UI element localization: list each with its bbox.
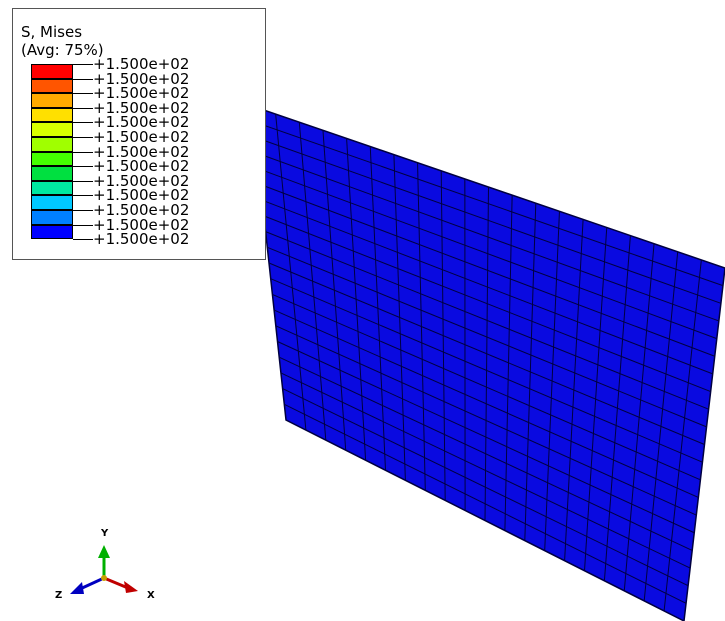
legend-swatch [31, 93, 73, 108]
triad-z-axis [79, 576, 105, 591]
mesh-line-horizontal [265, 231, 709, 410]
legend-tick [73, 180, 93, 182]
legend-value-label: +1.500e+02 [93, 113, 190, 132]
triad-z-label: Z [55, 590, 63, 601]
legend-value-label: +1.500e+02 [93, 142, 190, 161]
mesh-line-horizontal [262, 199, 713, 375]
legend-tick [73, 210, 93, 211]
mesh-line-horizontal [256, 152, 720, 322]
axis-triad [70, 545, 138, 594]
legend-averaging: (Avg: 75%) [21, 41, 104, 59]
legend-value-label: +1.500e+02 [93, 215, 190, 234]
legend-swatch [31, 224, 73, 240]
legend-swatch [31, 195, 73, 210]
legend-value-label: +1.500e+02 [93, 128, 190, 146]
mesh-line-horizontal [282, 388, 689, 587]
legend-value-label: +1.500e+02 [93, 157, 190, 176]
legend-swatch [31, 151, 73, 167]
triad-y-label: Y [101, 528, 109, 539]
legend-value-label: +1.500e+02 [93, 98, 190, 117]
legend-tick [73, 78, 93, 80]
triad-x-label: X [147, 590, 155, 601]
legend-tick [73, 137, 93, 138]
contour-legend: S, Mises (Avg: 75%) +1.500e+02 +1.500e+02… [12, 8, 266, 260]
triad-x-axis [103, 576, 129, 590]
legend-tick [73, 107, 93, 109]
mesh-line-horizontal [273, 309, 699, 498]
triad-z-arrowhead [70, 582, 84, 594]
legend-title: S, Mises (Avg: 75%) [21, 23, 104, 59]
mesh-line-horizontal [267, 246, 707, 428]
triad-y-arrowhead [98, 545, 110, 558]
legend-tick [73, 122, 93, 124]
mesh-line-horizontal [258, 168, 717, 340]
legend-swatch [31, 210, 73, 225]
legend-swatch [31, 64, 73, 79]
legend-swatch [31, 107, 73, 123]
legend-color-bar [31, 64, 93, 254]
legend-value-label: +1.500e+02 [93, 69, 190, 88]
legend-tick [73, 93, 93, 95]
legend-tick [73, 151, 93, 153]
mesh-line-horizontal [263, 215, 711, 393]
mesh-line-horizontal [253, 121, 724, 287]
triad-x-arrowhead [124, 581, 138, 593]
mesh-line-horizontal [268, 262, 705, 445]
legend-swatch [31, 180, 73, 196]
legend-variable: S, Mises [21, 23, 83, 41]
mesh-line-horizontal [272, 293, 701, 481]
legend-swatch [31, 166, 73, 181]
mesh-line-horizontal [255, 136, 722, 304]
triad-origin [101, 575, 107, 581]
mesh-plate [251, 104, 725, 621]
mesh-line-horizontal [278, 356, 693, 551]
plate-surface [251, 104, 725, 621]
mesh-line-horizontal [284, 403, 687, 604]
legend-swatch [31, 137, 73, 152]
legend-value-label: +1.500e+02 [93, 230, 190, 249]
legend-value-label: +1.500e+02 [93, 55, 190, 73]
legend-tick [73, 239, 93, 241]
mesh-line-horizontal [260, 184, 715, 357]
legend-value-label: +1.500e+02 [93, 84, 190, 103]
legend-swatch [31, 78, 73, 94]
legend-value-label: +1.500e+02 [93, 186, 190, 205]
legend-tick [73, 195, 93, 197]
legend-swatch [31, 122, 73, 137]
legend-tick [73, 166, 93, 168]
mesh-line-horizontal [277, 341, 695, 534]
legend-value-label: +1.500e+02 [93, 201, 190, 219]
legend-value-label: +1.500e+02 [93, 171, 190, 190]
legend-tick [73, 224, 93, 226]
mesh-line-horizontal [280, 372, 691, 569]
mesh-line-horizontal [270, 278, 703, 463]
legend-tick [73, 64, 93, 65]
mesh-line-horizontal [275, 325, 697, 516]
